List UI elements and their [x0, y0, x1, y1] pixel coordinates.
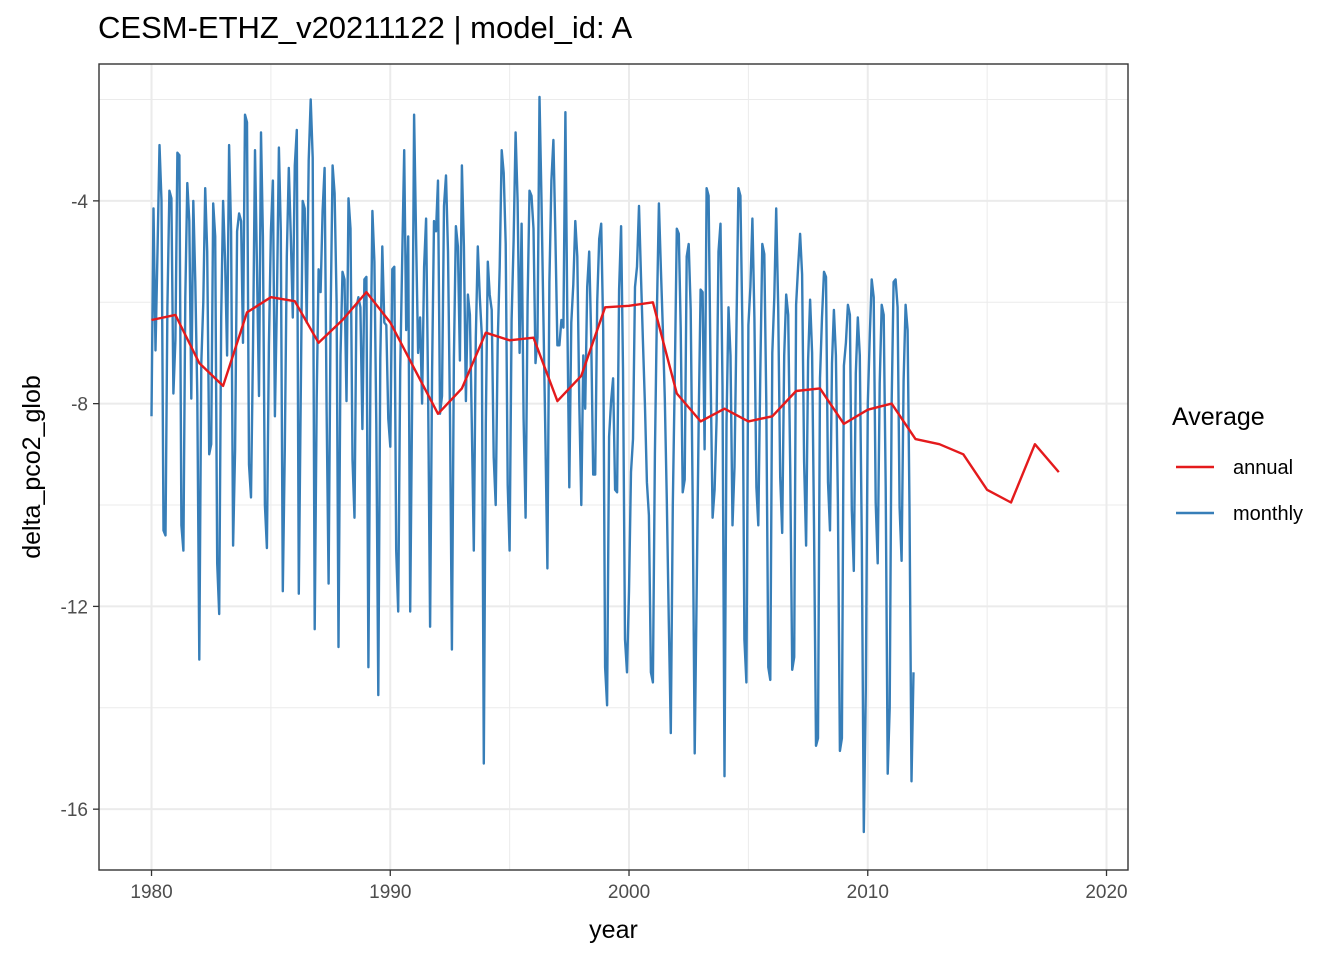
legend: Average annual monthly	[1172, 403, 1303, 525]
x-tick-label: 1980	[130, 882, 172, 903]
y-tick-label: -4	[71, 192, 88, 213]
x-axis-title: year	[589, 916, 638, 944]
y-axis: -4 -8 -12 -16	[61, 192, 99, 821]
x-tick-label: 2020	[1085, 882, 1127, 903]
series-line-annual	[151, 290, 1060, 504]
x-tick-label: 2010	[847, 882, 889, 903]
legend-label-monthly: monthly	[1233, 503, 1303, 525]
plot-border	[98, 63, 1129, 871]
x-tick-label: 1990	[369, 882, 411, 903]
legend-label-annual: annual	[1233, 457, 1293, 479]
y-tick-label: -12	[61, 597, 88, 618]
x-tick-label: 2000	[608, 882, 650, 903]
y-tick-label: -16	[61, 800, 88, 821]
x-axis: 1980 1990 2000 2010 2020	[130, 870, 1128, 903]
y-tick-label: -8	[71, 395, 88, 416]
data-lines	[150, 95, 1060, 834]
chart-title: CESM-ETHZ_v20211122 | model_id: A	[98, 10, 633, 45]
legend-title: Average	[1172, 403, 1265, 431]
series-line-monthly	[150, 95, 915, 834]
y-axis-title: delta_pco2_glob	[18, 375, 46, 559]
